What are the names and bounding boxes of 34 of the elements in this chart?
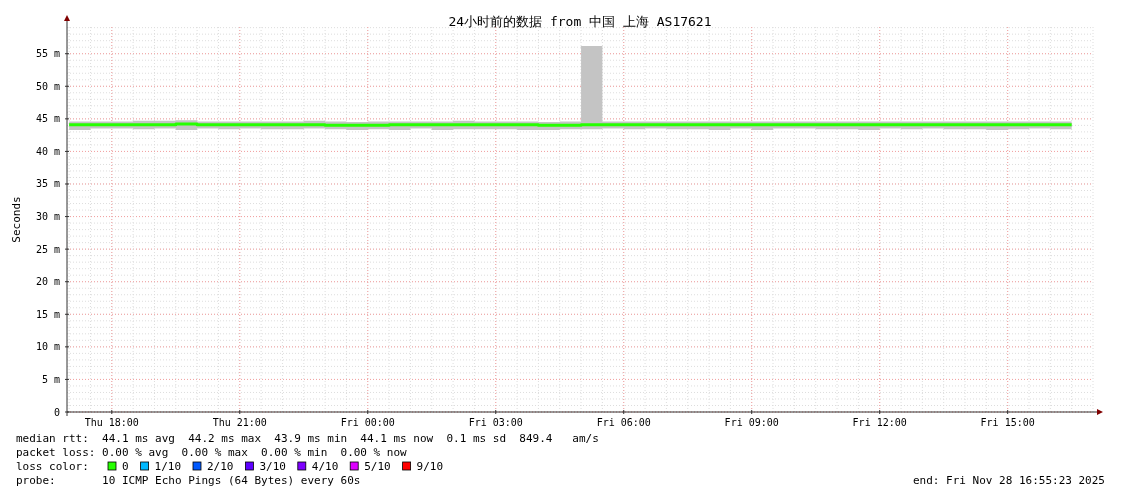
y-tick-label: 35 m [35,178,60,190]
y-tick-label: 50 m [35,80,60,92]
legend-label: 3/10 [259,460,286,473]
text: probe: 10 ICMP Echo Pings (64 Bytes) every 60s [16,474,361,487]
y-tick-label: 10 m [35,341,60,353]
legend-label: 5/10 [364,460,391,473]
chart-title: 24小时前的数据 from 中国 上海 AS17621 [448,14,712,29]
legend-label: 1/10 [154,460,182,473]
legend-label: 0 [122,460,129,473]
y-tick-label: 40 m [35,145,60,157]
x-tick-label: Fri 03:00 [468,417,523,428]
x-tick-label: Fri 06:00 [596,417,651,428]
text: packet loss: 0.00 % avg 0.00 % max 0.00 % min 0.00 % now [16,446,408,459]
y-tick-label: 15 m [35,308,60,320]
x-tick-label: Fri 00:00 [340,417,395,428]
x-tick-label: Fri 09:00 [724,417,779,428]
y-axis-title: Seconds [10,196,23,243]
x-tick-label: Thu 21:00 [212,417,267,428]
legend-label: 4/10 [311,460,339,473]
legend-label: 9/10 [416,460,444,473]
y-tick-label: 55 m [35,48,60,60]
x-tick-label: Fri 15:00 [980,417,1035,428]
legend-label: 2/10 [207,460,234,473]
y-tick-label: 0 [53,406,60,418]
text: end: Fri Nov 28 16:55:23 2025 [912,474,1105,487]
y-tick-label: 20 m [35,276,60,288]
legend-title: loss color: [16,460,89,473]
y-tick-label: 25 m [35,243,60,255]
x-tick-label: Thu 18:00 [84,417,139,428]
x-tick-label: Fri 12:00 [852,417,907,428]
text: median rtt: 44.1 ms avg 44.2 ms max 43.9 ms min 44.1 ms now 0.1 ms sd 849.4 am/s [16,432,599,445]
y-tick-label: 45 m [35,113,60,125]
y-tick-label: 30 m [35,211,60,223]
y-tick-label: 5 m [41,373,60,385]
